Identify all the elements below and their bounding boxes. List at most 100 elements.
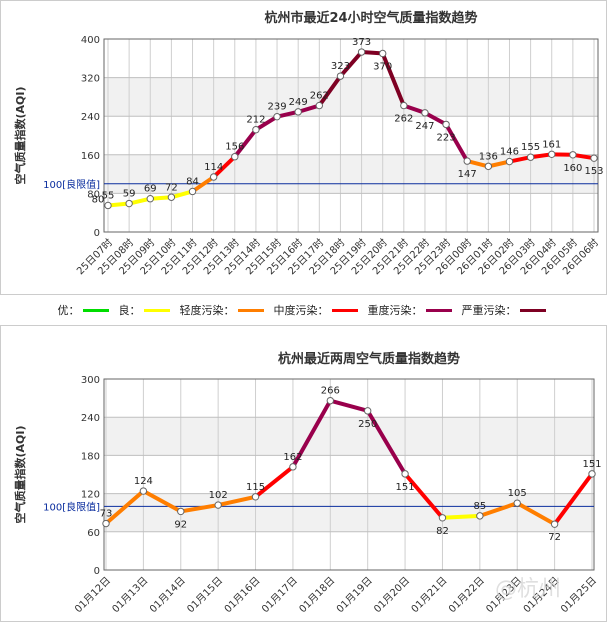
data-label: 151 [582,459,601,470]
data-label: 155 [521,142,540,153]
series-segment [444,122,470,164]
data-label: 249 [289,97,308,108]
series-segment [552,471,594,527]
data-point [177,507,185,516]
x-tick-label: 01月12日 [72,575,113,616]
data-point [139,487,148,495]
x-tick-label: 01月18日 [297,575,338,616]
data-point [378,49,387,58]
data-point [513,499,521,507]
plot-band [104,493,594,532]
data-label: 161 [542,139,561,150]
data-label: 262 [394,114,413,125]
series-segment [253,114,280,132]
data-label: 59 [123,189,136,200]
x-tick-label: 01月17日 [259,575,300,616]
series-segment [403,471,445,520]
x-tick-label: 01月22日 [446,575,487,616]
y-tick-label: 0 [94,228,100,239]
series-segment [422,110,449,127]
data-label: 373 [352,37,371,48]
data-point [463,157,471,165]
y-tick-label: 160 [81,151,100,162]
legend-label: 优： [57,304,80,317]
x-tick-label: 01月21日 [409,575,450,616]
data-point [363,407,372,415]
y-tick-label: 0 [94,566,100,577]
data-point [590,154,598,162]
legend-swatch [331,308,358,312]
data-point [550,520,559,528]
y-axis-label: 空气质量指数(AQI) [13,86,27,184]
x-tick-label: 01月25日 [558,575,599,616]
data-point [251,493,260,501]
data-point [357,48,366,56]
series-segment [380,51,406,108]
data-label: 73 [100,509,113,520]
data-point [294,108,302,116]
legend-swatch [425,308,452,312]
plot-band [104,193,598,232]
legend-label: 中度污染： [273,304,329,317]
series-segment [477,501,520,518]
y-tick-label: 120 [81,490,100,501]
legend-swatch [143,308,170,312]
data-label: 147 [458,169,477,180]
data-point [400,101,408,110]
legend-item-severe: 严重污染： [462,302,550,318]
legend-swatch [82,308,109,312]
data-point [438,514,447,522]
data-point [476,512,484,520]
data-point [289,463,297,471]
data-label: 72 [548,532,561,543]
series-segment [328,398,370,413]
series-segment [401,103,427,115]
plot-frame [103,38,599,233]
series-segment [338,50,364,79]
data-label: 247 [415,121,434,132]
data-point [252,126,260,134]
data-label: 69 [144,184,157,195]
data-point [125,199,133,208]
series-segment [104,489,146,526]
limit-label: 100[良限值] [43,500,100,513]
data-point [442,120,450,129]
data-label: 146 [500,147,519,158]
legend-item-heavy: 重度污染： [368,302,456,318]
data-point [146,195,154,203]
y-tick-label: 240 [81,413,100,424]
data-label: 239 [267,102,286,113]
series-segment [365,408,408,476]
x-tick-label: 01月13日 [110,575,151,616]
aqi-2week-chart: 杭州最近两周空气质量指数趋势 0 60 120 180 240 300 空气质量指数(AQI)… [13,351,602,616]
y-tick-label: 240 [81,112,100,123]
data-point [526,153,535,161]
series-segment [440,513,482,520]
series-segment [178,503,221,514]
y-tick-label: 60 [87,528,100,539]
data-label: 153 [584,166,603,177]
data-label: 323 [331,61,350,72]
data-label: 250 [358,419,377,430]
data-point [326,396,335,405]
data-label: 102 [209,490,228,501]
y-tick-label: 400 [81,35,100,46]
data-point [548,150,556,159]
series-segment [141,489,183,514]
legend-item-good: 良： [119,302,174,318]
y-tick-label: 80 [87,189,100,200]
data-label: 151 [396,482,415,493]
x-tick-label: 01月15日 [185,575,226,616]
data-point [104,201,112,210]
data-label: 223 [437,132,456,143]
data-label: 84 [186,176,199,187]
legend-swatch [237,308,264,312]
legend-label: 严重污染： [461,304,517,317]
data-label: 156 [225,142,244,153]
data-label: 160 [563,163,582,174]
data-label: 92 [174,519,187,530]
series-segment [515,501,557,527]
data-point [588,470,596,478]
data-point [421,109,429,117]
series-segment [232,127,258,159]
